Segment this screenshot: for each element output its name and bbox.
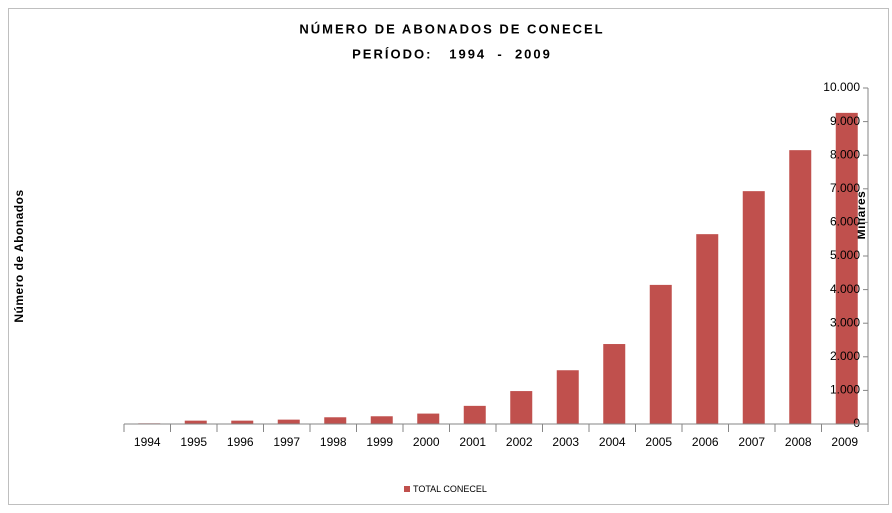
x-tick-label: 2000 [413, 435, 440, 449]
x-tick-label: 1996 [227, 435, 254, 449]
x-tick-label: 1994 [134, 435, 161, 449]
legend-swatch [404, 486, 410, 492]
bar [556, 370, 579, 424]
x-tick-label: 2009 [831, 435, 858, 449]
bar [324, 417, 347, 424]
x-tick-label: 1998 [320, 435, 347, 449]
chart-title: NÚMERO DE ABONADOS DE CONECEL [299, 21, 604, 36]
y-axis-label: Número de Abonados [12, 189, 26, 322]
x-tick-label: 2003 [552, 435, 579, 449]
x-tick-label: 2008 [785, 435, 812, 449]
y-tick-label: 2.000 [830, 349, 860, 363]
x-tick-label: 2002 [506, 435, 533, 449]
y-tick-label: 1.000 [830, 383, 860, 397]
x-tick-label: 1995 [180, 435, 207, 449]
y-tick-label: 0 [853, 416, 860, 430]
bar [789, 150, 812, 424]
x-tick-label: 2001 [459, 435, 486, 449]
x-tick-label: 2007 [738, 435, 765, 449]
bar [370, 416, 393, 424]
y-tick-label: 6.000 [830, 215, 860, 229]
bar [463, 405, 486, 424]
bar [510, 391, 533, 424]
x-tick-label: 2004 [599, 435, 626, 449]
y-tick-label: 9.000 [830, 114, 860, 128]
y-tick-label: 4.000 [830, 282, 860, 296]
bar [184, 420, 207, 424]
y-tick-label: 5.000 [830, 248, 860, 262]
y-tick-label: 3.000 [830, 315, 860, 329]
x-tick-label: 1997 [273, 435, 300, 449]
bar [417, 413, 440, 424]
x-tick-label: 1999 [366, 435, 393, 449]
chart-border [8, 8, 889, 505]
bar [603, 344, 626, 424]
legend-label: TOTAL CONECEL [413, 484, 487, 494]
bar [277, 419, 300, 424]
bar [742, 191, 765, 424]
bar [649, 284, 672, 424]
x-tick-label: 2005 [645, 435, 672, 449]
chart-subtitle: PERÍODO: 1994 - 2009 [352, 46, 552, 61]
y-tick-label: 7.000 [830, 181, 860, 195]
bar [696, 234, 719, 424]
bar [835, 112, 858, 424]
bar [231, 420, 254, 424]
y-tick-label: 10.000 [823, 80, 860, 94]
x-tick-label: 2006 [692, 435, 719, 449]
y-tick-label: 8.000 [830, 147, 860, 161]
